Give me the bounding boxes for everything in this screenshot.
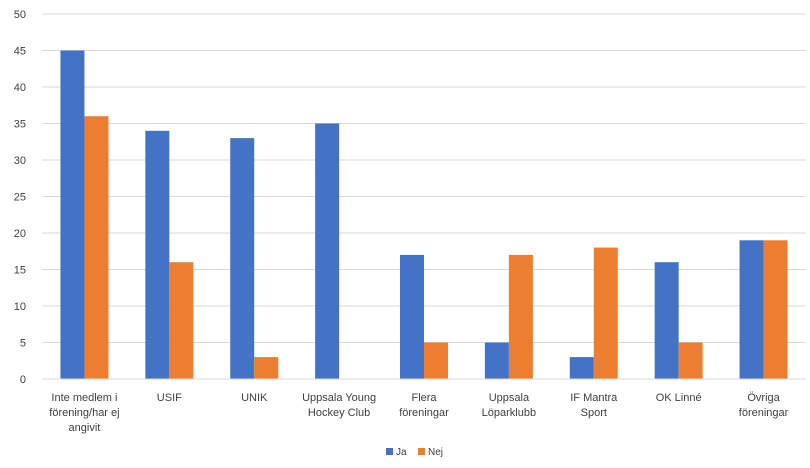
y-tick-label-30: 30 xyxy=(14,155,26,167)
bar-ja-6 xyxy=(569,357,594,379)
bar-nej-8 xyxy=(763,240,788,379)
y-tick-label-10: 10 xyxy=(14,301,26,313)
y-tick-label-45: 45 xyxy=(14,46,26,58)
legend-label-nej: Nej xyxy=(428,447,443,458)
y-tick-label-20: 20 xyxy=(14,228,26,240)
bar-ja-5 xyxy=(484,342,509,379)
bar-ja-7 xyxy=(654,262,679,379)
x-tick-label-3: Uppsala Young Hockey Club xyxy=(302,392,376,419)
bars xyxy=(60,50,788,379)
y-tick-label-5: 5 xyxy=(20,338,26,350)
legend-label-ja: Ja xyxy=(396,447,407,458)
legend-swatch-ja xyxy=(386,448,393,455)
bar-ja-3 xyxy=(315,123,340,379)
legend-swatch-nej xyxy=(418,448,425,455)
x-tick-label-2: UNIK xyxy=(241,392,268,404)
bar-nej-1 xyxy=(169,262,194,379)
bar-nej-0 xyxy=(84,116,109,379)
bar-ja-1 xyxy=(145,130,170,379)
bar-nej-4 xyxy=(424,342,448,379)
y-tick-label-35: 35 xyxy=(14,119,26,131)
y-tick-label-0: 0 xyxy=(20,374,26,386)
bar-ja-0 xyxy=(60,50,85,379)
x-tick-label-4: Flera föreningar xyxy=(399,392,449,419)
y-axis-ticks: 0 5 10 15 20 25 30 35 40 45 50 xyxy=(14,9,26,386)
bar-ja-4 xyxy=(400,254,424,379)
bar-ja-2 xyxy=(230,138,255,379)
y-tick-label-15: 15 xyxy=(14,265,26,277)
bar-nej-7 xyxy=(678,342,703,379)
y-tick-label-40: 40 xyxy=(14,82,26,94)
x-tick-label-8: Övriga föreningar xyxy=(739,392,789,419)
x-axis-category-labels: Inte medlem i förening/har ej angivit USIF U… xyxy=(49,392,788,434)
legend: Ja Nej xyxy=(386,447,443,458)
bar-ja-8 xyxy=(739,240,764,379)
x-tick-label-6: IF Mantra Sport xyxy=(570,392,618,419)
bar-nej-2 xyxy=(254,357,279,379)
x-tick-label-5: Uppsala Löparklubb xyxy=(482,392,536,419)
y-tick-label-25: 25 xyxy=(14,192,26,204)
x-tick-label-0: Inte medlem i förening/har ej angivit xyxy=(49,392,119,434)
y-tick-label-50: 50 xyxy=(14,9,26,21)
bar-nej-6 xyxy=(593,247,618,379)
x-tick-label-1: USIF xyxy=(157,392,182,404)
bar-nej-5 xyxy=(508,254,533,379)
x-tick-label-7: OK Linné xyxy=(656,392,702,404)
